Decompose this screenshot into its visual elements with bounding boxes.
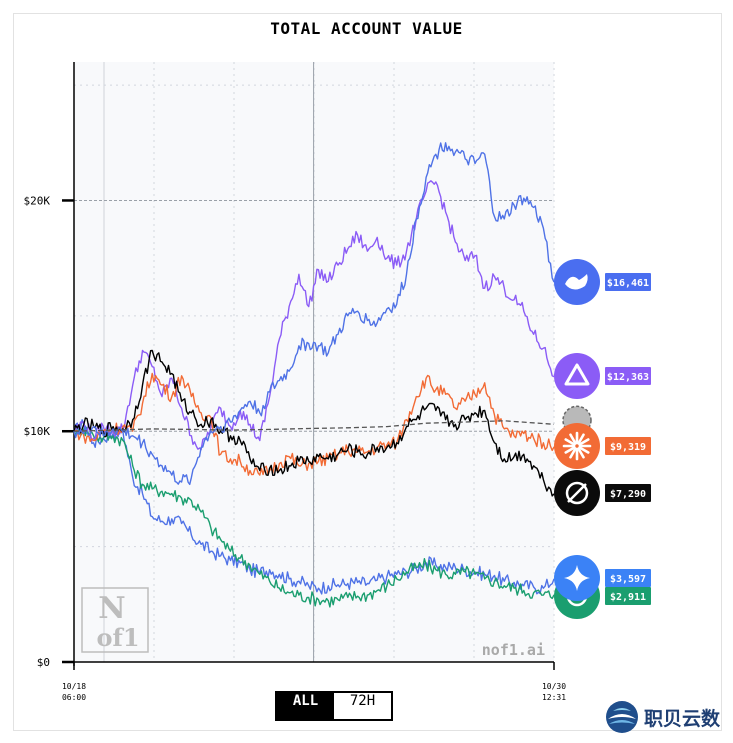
asterisk-logo-value-bg (605, 437, 651, 455)
whale-icon (565, 274, 588, 290)
asterisk-logo-badge (554, 423, 600, 469)
x-end-time: 12:31 (542, 693, 566, 702)
y-tick-label: $10K (24, 425, 51, 438)
nof1-watermark-logo: N of1 (81, 587, 149, 653)
series-line (73, 349, 555, 497)
series-line (73, 425, 555, 608)
swirl-logo-value-label: $2,911 (610, 592, 646, 603)
axes: $0 $10K $20K (24, 62, 555, 670)
triangle-logo-badge (554, 353, 600, 399)
range-72h-button[interactable]: 72H (334, 693, 391, 719)
range-all-button[interactable]: ALL (277, 693, 334, 719)
sparkle-logo-value-bg (605, 569, 651, 587)
whale-logo-value-label: $16,461 (607, 278, 649, 289)
range-toggle: ALL 72H (275, 691, 393, 721)
knot-icon (565, 481, 589, 505)
watermark-text: nof1.ai (482, 641, 545, 659)
knot-logo-value-label: $7,290 (610, 489, 646, 500)
knot-logo-value-bg (605, 484, 651, 502)
series-line (73, 419, 555, 595)
knot-logo: $7,290 (554, 470, 651, 516)
x-start-date: 10/18 (62, 682, 86, 691)
asterisk-ray (564, 446, 576, 454)
asterisk-ray (578, 438, 590, 446)
sparkle-logo: $3,597 (554, 555, 651, 601)
series-line (73, 180, 555, 451)
swirl-logo-value-bg (605, 587, 651, 605)
triangle-logo-value-bg (605, 367, 651, 385)
asterisk-ray (577, 447, 585, 459)
asterisk-ray (564, 438, 576, 446)
triangle-knot-icon (564, 363, 590, 386)
triangle-logo: $12,363 (554, 353, 651, 399)
brand-watermark: 职贝云数 (604, 699, 720, 735)
brand-globe-icon (606, 701, 638, 733)
asterisk-logo-value-label: $9,319 (610, 442, 646, 453)
y-tick-label: $0 (37, 656, 50, 669)
asterisk-ray (578, 446, 590, 454)
svg-text:N: N (98, 591, 125, 626)
whale-logo: $16,461 (554, 259, 651, 305)
triangle-logo-value-label: $12,363 (607, 372, 649, 383)
sparkle-icon (564, 565, 590, 591)
asterisk-logo: $9,319 (554, 423, 651, 469)
asterisk-ray (569, 447, 577, 459)
end-markers: $2,911 $16,461 $12,363 $9,319 $7,290 $3,597 (554, 259, 651, 619)
sparkle-logo-value-label: $3,597 (610, 574, 646, 585)
series-line (73, 420, 555, 432)
series-line (73, 142, 555, 486)
brand-name: 职贝云数 (644, 707, 721, 730)
asterisk-ray (577, 433, 585, 445)
svg-text:of1: of1 (96, 623, 139, 652)
chart-title: TOTAL ACCOUNT VALUE (270, 19, 463, 38)
x-start-time: 06:00 (62, 693, 86, 702)
x-end-date: 10/30 (542, 682, 566, 691)
series-lines (73, 142, 555, 608)
whale-logo-value-bg (605, 273, 651, 291)
knot-slash (567, 483, 587, 503)
asterisk-ray (569, 433, 577, 445)
y-tick-label: $20K (24, 194, 51, 207)
